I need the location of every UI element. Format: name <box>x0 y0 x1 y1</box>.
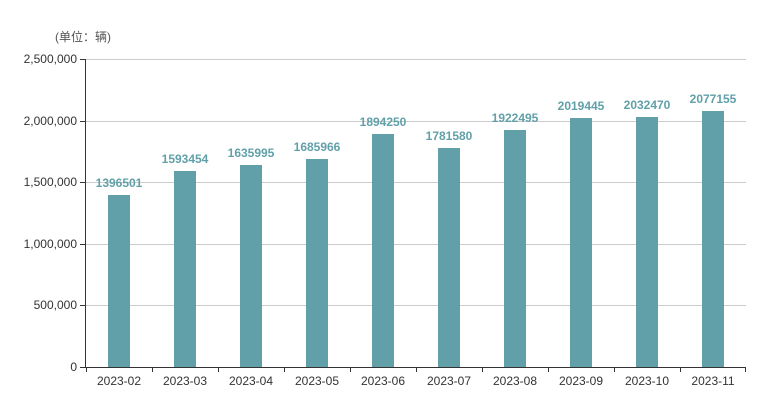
x-axis-tick <box>152 367 153 372</box>
x-axis-tick <box>614 367 615 372</box>
x-axis-category-label: 2023-09 <box>558 374 604 388</box>
x-axis-tick <box>548 367 549 372</box>
bar-2023-10[interactable] <box>636 116 658 367</box>
bar-2023-03[interactable] <box>174 170 196 367</box>
x-axis-tick <box>482 367 483 372</box>
x-axis-category-label: 2023-02 <box>96 374 142 388</box>
x-axis-category-label: 2023-10 <box>624 374 670 388</box>
x-axis-category-label: 2023-03 <box>162 374 208 388</box>
y-axis-unit-label: (单位：辆) <box>55 30 111 44</box>
gridline <box>86 59 746 60</box>
x-axis-tick <box>416 367 417 372</box>
y-axis-tick-label: 500,000 <box>33 298 77 313</box>
bar-value-label: 1593454 <box>161 151 209 166</box>
y-axis-tick <box>80 120 85 122</box>
y-axis-tick-label: 1,000,000 <box>23 236 77 251</box>
x-axis-tick <box>745 367 746 372</box>
bar-value-label: 1894250 <box>359 114 407 129</box>
bar-2023-02[interactable] <box>108 194 130 367</box>
gridline <box>86 182 746 184</box>
bar-value-label: 1685966 <box>293 140 341 155</box>
y-axis-tick-label: 1,500,000 <box>23 175 77 190</box>
bar-2023-06[interactable] <box>372 133 394 367</box>
bar-value-label: 1922495 <box>491 111 539 126</box>
x-axis-tick <box>284 367 285 372</box>
y-axis-tick <box>80 59 85 60</box>
bar-value-label: 1635995 <box>227 146 275 161</box>
x-axis-category-label: 2023-06 <box>360 374 406 388</box>
y-axis-tick-label: 2,500,000 <box>23 52 77 66</box>
y-axis-tick <box>80 305 85 307</box>
plot-area: 0 500,000 1,000,000 1,500,000 2,000,000 2,500… <box>24 53 746 388</box>
x-axis-tick <box>680 367 681 372</box>
x-axis-category-label: 2023-07 <box>426 374 472 388</box>
bar-value-label: 2032470 <box>623 97 671 112</box>
x-axis-category-label: 2023-05 <box>294 374 340 388</box>
x-axis-category-label: 2023-04 <box>228 374 274 388</box>
bar-value-label: 1781580 <box>425 128 473 143</box>
gridline <box>86 120 746 122</box>
bar-value-label: 2077155 <box>689 92 737 107</box>
x-axis-category-label: 2023-08 <box>492 374 538 388</box>
x-axis-category-label: 2023-11 <box>691 374 735 388</box>
bar-2023-09[interactable] <box>570 118 592 367</box>
bar-value-label: 2019445 <box>557 99 605 114</box>
x-axis-tick <box>86 367 87 372</box>
gridline <box>86 305 746 307</box>
bar-2023-08[interactable] <box>504 130 526 367</box>
y-axis-tick <box>80 243 85 245</box>
x-axis-tick <box>218 367 219 372</box>
y-axis-tick-label: 0 <box>70 360 77 374</box>
x-axis-tick <box>350 367 351 372</box>
y-axis-tick <box>80 182 85 184</box>
y-axis-tick-label: 2,000,000 <box>23 113 77 128</box>
bar-2023-05[interactable] <box>306 159 328 367</box>
bar-value-label: 1396501 <box>95 175 143 190</box>
bar-2023-04[interactable] <box>240 165 262 367</box>
y-axis-tick <box>80 367 85 368</box>
gridline <box>86 243 746 245</box>
bar-2023-07[interactable] <box>438 147 460 367</box>
bar-2023-11[interactable] <box>702 111 724 367</box>
